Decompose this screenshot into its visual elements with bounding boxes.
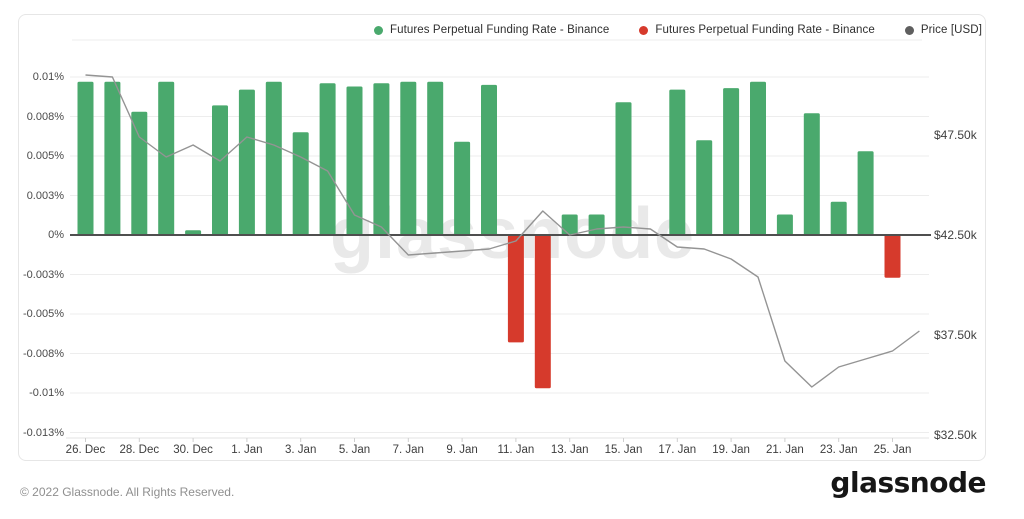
funding-rate-bar[interactable]	[238, 89, 255, 235]
x-axis-tick-label: 15. Jan	[604, 444, 643, 456]
legend-label: Futures Perpetual Funding Rate - Binance	[389, 24, 610, 36]
y-axis-left-tick-label: 0%	[48, 229, 64, 241]
funding-rate-bar[interactable]	[454, 141, 471, 235]
funding-rate-bar[interactable]	[131, 111, 148, 235]
chart-legend: Futures Perpetual Funding Rate - Binance…	[373, 24, 982, 36]
y-axis-right-tick-label: $47.50k	[934, 128, 977, 142]
funding-rate-bar[interactable]	[373, 83, 390, 235]
funding-rate-bar[interactable]	[857, 151, 874, 235]
funding-rate-bar[interactable]	[427, 81, 444, 235]
x-axis-tick-label: 9. Jan	[446, 444, 478, 456]
y-axis-right-tick-label: $42.50k	[934, 228, 977, 242]
funding-rate-bar[interactable]	[696, 140, 713, 235]
y-axis-left-tick-label: -0.005%	[23, 308, 64, 320]
x-axis-tick-label: 13. Jan	[550, 444, 589, 456]
funding-rate-bar[interactable]	[615, 102, 632, 235]
chart-card	[18, 14, 986, 461]
funding-rate-bar[interactable]	[884, 235, 901, 278]
x-axis-tick-label: 19. Jan	[712, 444, 750, 456]
glassnode-logo[interactable]: glassnode	[830, 466, 986, 499]
y-axis-right-tick-label: $37.50k	[934, 328, 977, 342]
funding-rate-bar[interactable]	[158, 81, 175, 235]
y-axis-left-tick-label: 0.01%	[32, 71, 64, 83]
funding-rate-bar[interactable]	[319, 83, 336, 235]
funding-rate-bar[interactable]	[185, 230, 202, 235]
legend-item-funding-negative[interactable]: Futures Perpetual Funding Rate - Binance	[639, 24, 875, 36]
y-axis-left-tick-label: -0.003%	[23, 268, 64, 281]
x-axis-tick-label: 17. Jan	[658, 444, 697, 456]
funding-rate-bar[interactable]	[400, 81, 417, 235]
funding-rate-bar[interactable]	[507, 235, 524, 343]
funding-rate-bar[interactable]	[104, 81, 121, 235]
x-axis-tick-label: 1. Jan	[231, 444, 263, 456]
legend-dot-gray-icon	[904, 25, 914, 35]
y-axis-left-tick-label: 0.003%	[26, 189, 64, 202]
funding-rate-bar[interactable]	[481, 84, 497, 236]
x-axis-tick-label: 3. Jan	[285, 444, 317, 456]
x-axis-tick-label: 21. Jan	[766, 444, 804, 456]
copyright-text: © 2022 Glassnode. All Rights Reserved.	[20, 485, 235, 499]
legend-label: Price [USD]	[920, 24, 982, 36]
funding-rate-bar[interactable]	[588, 214, 605, 236]
x-axis-tick-label: 25. Jan	[873, 444, 912, 456]
legend-dot-red-icon	[639, 25, 649, 35]
y-axis-left-tick-label: -0.013%	[23, 426, 64, 439]
y-axis-left-tick-label: -0.008%	[23, 347, 64, 360]
legend-item-price[interactable]: Price [USD]	[904, 24, 982, 36]
y-axis-left-tick-label: 0.008%	[26, 110, 64, 123]
legend-dot-green-icon	[373, 25, 383, 35]
x-axis-tick-label: 28. Dec	[119, 444, 160, 456]
funding-rate-bar[interactable]	[750, 81, 766, 235]
y-axis-right-tick-label: $32.50k	[934, 428, 977, 442]
funding-rate-bar[interactable]	[265, 81, 282, 235]
funding-rate-bar[interactable]	[346, 86, 363, 236]
price-line	[85, 74, 920, 388]
x-axis-tick-label: 23. Jan	[819, 444, 858, 456]
funding-rate-bar[interactable]	[669, 89, 686, 235]
x-axis-tick-label: 5. Jan	[338, 444, 371, 456]
funding-rate-bar[interactable]	[212, 105, 228, 236]
legend-label: Futures Perpetual Funding Rate - Binance	[655, 24, 875, 36]
funding-rate-bar[interactable]	[776, 214, 793, 236]
funding-rate-bar[interactable]	[830, 201, 847, 235]
x-axis-tick-label: 30. Dec	[173, 444, 213, 456]
funding-rate-bar[interactable]	[534, 235, 551, 389]
funding-rate-bar[interactable]	[723, 88, 740, 235]
funding-rate-bar[interactable]	[292, 132, 309, 235]
x-axis-tick-label: 26. Dec	[65, 444, 106, 456]
x-axis-tick-label: 11. Jan	[497, 444, 535, 456]
funding-rate-bar[interactable]	[77, 81, 94, 235]
y-axis-left-tick-label: -0.01%	[29, 387, 64, 399]
funding-rate-bar[interactable]	[803, 113, 820, 235]
x-axis-tick-label: 7. Jan	[392, 444, 424, 456]
legend-item-funding-positive[interactable]: Futures Perpetual Funding Rate - Binance	[373, 24, 610, 36]
y-axis-left-tick-label: 0.005%	[26, 150, 64, 162]
funding-rate-bar[interactable]	[561, 214, 578, 236]
